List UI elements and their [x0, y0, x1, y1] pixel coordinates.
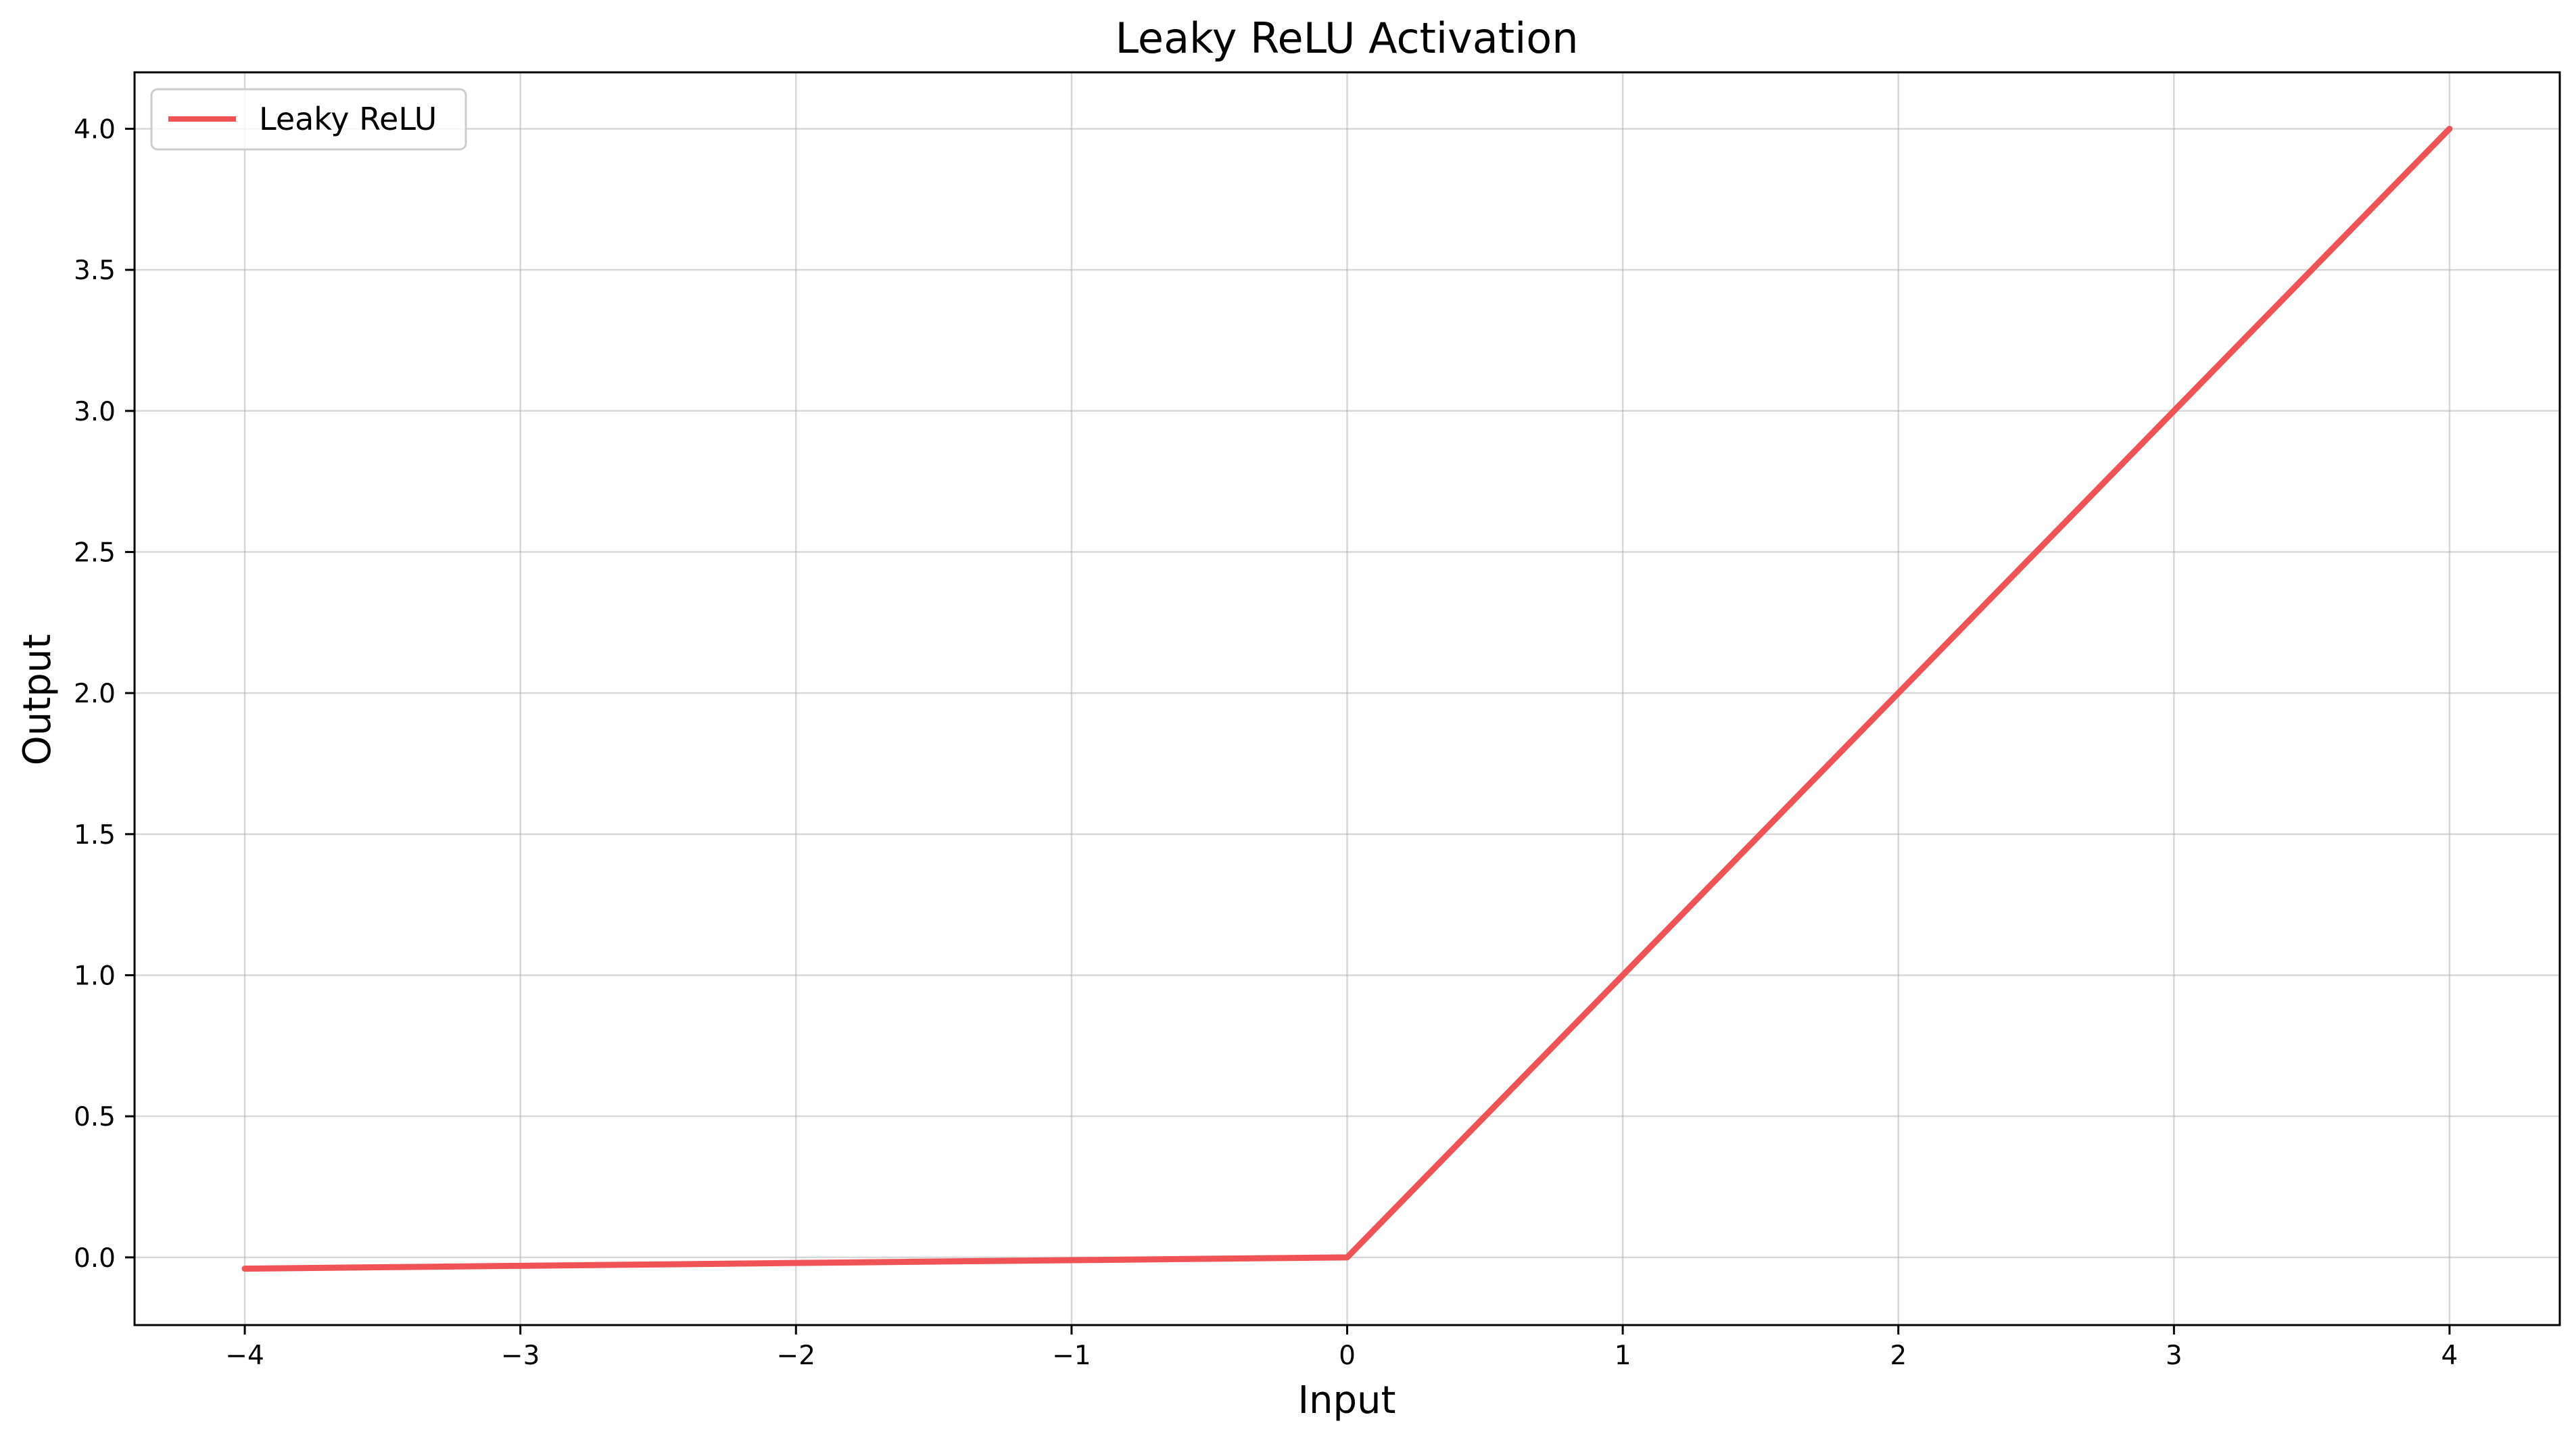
y-tick-label: 3.5 [74, 256, 116, 286]
y-tick-label: 1.0 [74, 961, 116, 991]
x-tick-label: −3 [501, 1341, 540, 1371]
x-tick-label: −1 [1052, 1341, 1091, 1371]
axis-ticks: −4 −3 −2 −1 0 1 2 3 4 0.0 0.5 1.0 1.5 2.0 2.5 3.0 3.5 4.0 [74, 114, 2458, 1371]
x-tick-label: 1 [1615, 1341, 1631, 1371]
x-tick-label: 3 [2166, 1341, 2183, 1371]
y-axis-label: Output [16, 634, 59, 766]
y-tick-label: 4.0 [74, 114, 116, 145]
y-tick-label: 1.5 [74, 820, 116, 850]
series-line-leaky-relu [241, 125, 2453, 1272]
y-tick-label: 2.5 [74, 537, 116, 568]
y-tick-label: 0.5 [74, 1102, 116, 1132]
x-tick-label: 0 [1339, 1341, 1356, 1371]
x-tick-label: −4 [225, 1341, 264, 1371]
grid-lines [135, 72, 2560, 1325]
x-axis-label: Input [1297, 1378, 1396, 1422]
y-tick-label: 3.0 [74, 397, 116, 427]
legend: Leaky ReLU [150, 88, 467, 151]
series-layer [241, 125, 2453, 1272]
y-tick-label: 0.0 [74, 1243, 116, 1274]
legend-box [150, 88, 467, 151]
x-tick-label: 4 [2441, 1341, 2458, 1371]
legend-label-leaky-relu: Leaky ReLU [259, 101, 437, 137]
y-tick-label: 2.0 [74, 679, 116, 709]
x-tick-label: 2 [1890, 1341, 1907, 1371]
chart-title: Leaky ReLU Activation [1115, 14, 1578, 63]
x-tick-label: −2 [777, 1341, 816, 1371]
